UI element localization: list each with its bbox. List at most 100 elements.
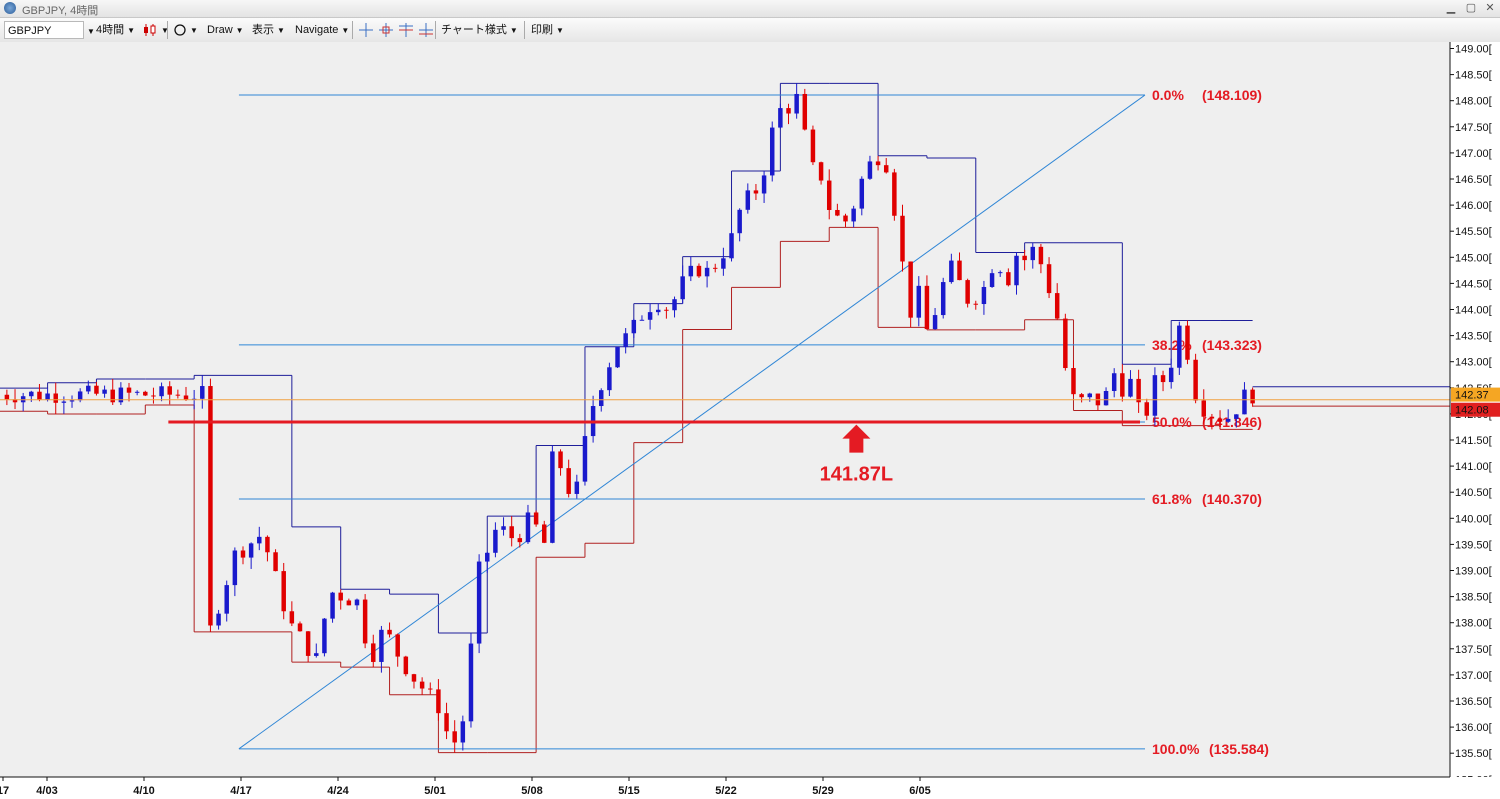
fib-level-value: (148.109)	[1202, 87, 1262, 103]
candle-body	[77, 391, 83, 401]
window-close-icon[interactable]: ✕	[1485, 2, 1495, 14]
chevron-down-icon[interactable]: ▼	[235, 26, 244, 35]
annotation-label: 141.87L	[820, 464, 893, 486]
time-tick-label: 5/22	[715, 785, 736, 797]
candle-body	[493, 529, 498, 553]
candle-body	[354, 599, 360, 606]
candle-body	[517, 538, 523, 543]
candle-body	[110, 389, 115, 403]
time-tick-label: 5/29	[812, 785, 833, 797]
crosshair-plus-icon[interactable]	[379, 23, 393, 38]
window-maximize-icon[interactable]: ▢	[1465, 2, 1477, 14]
chart-style-menu[interactable]: チャート様式 ▼	[441, 18, 518, 42]
candle-body	[257, 536, 262, 544]
candle-body	[916, 285, 922, 318]
candle-body	[973, 303, 979, 305]
navigate-menu[interactable]: Navigate ▼	[295, 18, 349, 42]
candle-body	[314, 653, 319, 656]
price-tick-label: 144.00[	[1455, 305, 1492, 317]
crosshair-line-icon[interactable]	[419, 23, 433, 38]
bid-price-label: 142.08	[1455, 405, 1489, 417]
candle-body	[1087, 393, 1093, 398]
time-tick-label: 5/15	[618, 785, 639, 797]
price-tick-label: 145.50[	[1455, 226, 1492, 238]
candle-body	[362, 599, 368, 644]
price-tick-label: 148.00[	[1455, 96, 1492, 108]
bid-price-tag	[1451, 402, 1500, 417]
draw-label: Draw	[207, 24, 233, 36]
timeframe-select[interactable]: 4時間 ▼	[96, 18, 135, 42]
window-minimize-icon[interactable]: ▁	[1446, 2, 1456, 14]
candle-body	[1160, 375, 1166, 383]
candle-body	[932, 315, 938, 330]
shape-tool-button[interactable]: ▼	[173, 18, 198, 42]
chart-type-button[interactable]: ▼	[142, 18, 169, 42]
candle-body	[859, 178, 865, 209]
fib-level-label: 61.8%	[1152, 491, 1192, 507]
candle-body	[582, 436, 588, 482]
chevron-down-icon[interactable]: ▼	[341, 26, 350, 35]
symbol-select[interactable]: GBPJPY ▼	[4, 18, 95, 42]
candle-body	[843, 215, 848, 222]
chevron-down-icon[interactable]: ▼	[161, 26, 169, 35]
price-tick-label: 139.00[	[1455, 566, 1492, 578]
price-tick-label: 149.00[	[1455, 44, 1492, 56]
fib-level-label: 100.0%	[1152, 741, 1200, 757]
circle-icon	[174, 24, 186, 36]
candles	[4, 83, 1255, 753]
candle-body	[615, 347, 620, 368]
candle-body	[639, 319, 645, 321]
chevron-down-icon[interactable]: ▼	[277, 26, 285, 35]
chart-toolbar: GBPJPY ▼ 4時間 ▼ ▼ ▼ Draw ▼ 表示 ▼ Navigate ▼ チャー…	[0, 18, 1500, 43]
candle-body	[322, 618, 327, 654]
price-tick-label: 144.50[	[1455, 278, 1492, 290]
price-chart[interactable]: 0.0% (148.109) 38.2% (143.323) 50.0% (141.846…	[0, 42, 1500, 799]
candle-body	[753, 190, 759, 194]
candle-body	[338, 592, 343, 601]
fib-level-value: (135.584)	[1209, 741, 1269, 757]
price-tick-label: 147.00[	[1455, 148, 1492, 160]
candle-body	[476, 561, 482, 644]
crosshair-tools	[358, 18, 436, 42]
candle-body	[851, 208, 856, 222]
candle-body	[786, 108, 791, 114]
chevron-down-icon[interactable]: ▼	[556, 26, 564, 35]
candle-body	[61, 401, 67, 403]
toolbar-divider	[435, 21, 436, 39]
price-tick-label: 146.00[	[1455, 200, 1492, 212]
fib-level-value: (140.370)	[1202, 491, 1262, 507]
price-tick-label: 141.00[	[1455, 461, 1492, 473]
crosshair-minus-icon[interactable]	[399, 23, 413, 38]
candle-body	[232, 550, 238, 586]
view-menu[interactable]: 表示 ▼	[252, 18, 285, 42]
chevron-down-icon[interactable]: ▼	[87, 27, 95, 36]
candle-body	[1250, 389, 1255, 404]
symbol-select-box[interactable]: GBPJPY	[4, 21, 84, 39]
print-label: 印刷	[531, 24, 553, 36]
time-axis[interactable]: 17 4/03 4/10 4/17 4/24 5/01 5/08 5/15 5/22 5/29 6/…	[0, 776, 1500, 799]
chevron-down-icon[interactable]: ▼	[190, 26, 198, 35]
candle-body	[542, 524, 547, 543]
candle-body	[183, 395, 189, 400]
candle-body	[330, 592, 335, 619]
candle-body	[1168, 367, 1174, 383]
candle-body	[1152, 375, 1158, 416]
candle-body	[883, 165, 889, 173]
candle-body	[940, 282, 946, 316]
candle-body	[704, 267, 710, 277]
candle-body	[1120, 373, 1125, 397]
candle-body	[1030, 246, 1036, 261]
crosshair-icon[interactable]	[359, 23, 373, 38]
candle-body	[468, 643, 474, 722]
chevron-down-icon[interactable]: ▼	[127, 26, 136, 35]
fib-level-value: (141.846)	[1202, 414, 1262, 430]
candle-body	[989, 273, 995, 287]
candle-body	[248, 543, 254, 558]
candle-body	[826, 180, 832, 210]
toolbar-divider	[524, 21, 525, 39]
print-menu[interactable]: 印刷 ▼	[531, 18, 564, 42]
price-axis[interactable]: 149.00[148.50[148.00[147.50[147.00[146.5…	[1449, 42, 1500, 786]
chevron-down-icon[interactable]: ▼	[509, 26, 518, 35]
draw-menu[interactable]: Draw ▼	[207, 18, 244, 42]
fib-level-label: 38.2%	[1152, 337, 1192, 353]
